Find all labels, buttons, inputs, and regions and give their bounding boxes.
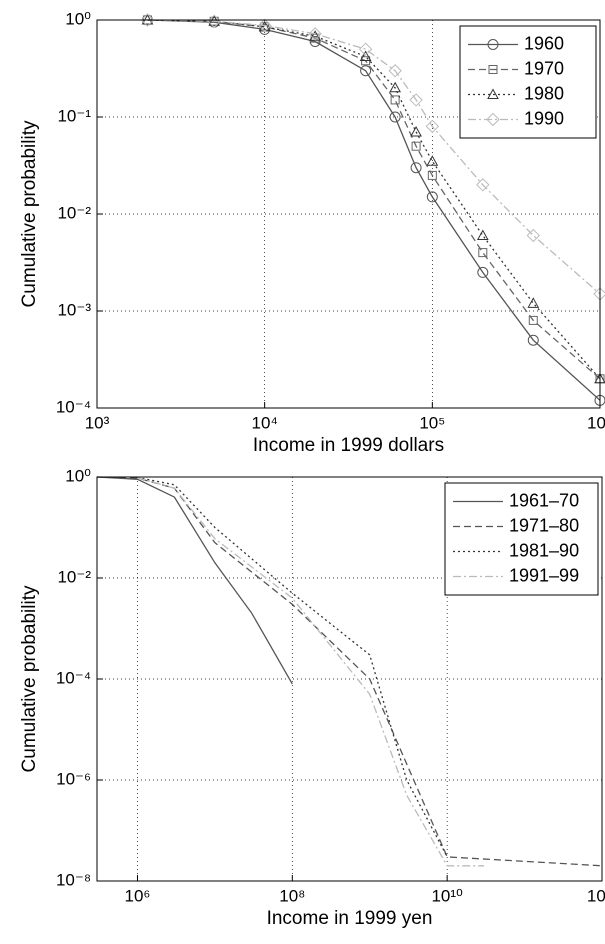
x-axis-label: Income in 1999 dollars	[253, 435, 444, 456]
marker	[477, 266, 489, 278]
legend-label: 1991–99	[509, 565, 579, 585]
x-tick-label: 10⁵	[419, 413, 445, 432]
marker	[478, 248, 488, 258]
x-tick-label: 10³	[85, 413, 110, 432]
series-line	[147, 19, 601, 295]
axes-frame	[96, 19, 601, 409]
legend-label: 1971–80	[509, 515, 579, 535]
marker	[140, 13, 155, 27]
marker	[427, 170, 437, 180]
legend-marker	[487, 88, 499, 99]
marker	[389, 111, 401, 123]
y-axis-label: Cumulative probability	[19, 585, 40, 772]
x-tick-label: 10⁶	[125, 886, 151, 905]
marker	[259, 23, 271, 35]
marker	[528, 315, 538, 325]
axes-frame	[96, 476, 603, 882]
marker	[308, 27, 322, 41]
series-line	[147, 19, 601, 401]
legend-label: 1980	[524, 83, 564, 103]
marker	[358, 42, 373, 56]
legend-label: 1961–70	[509, 490, 579, 510]
marker	[257, 18, 272, 33]
marker	[410, 162, 422, 174]
marker	[309, 36, 321, 48]
marker	[426, 155, 439, 166]
y-tick-label: 10⁻⁸	[56, 870, 91, 889]
y-tick-label: 10⁻⁴	[56, 668, 91, 687]
marker	[360, 65, 372, 77]
y-tick-label: 10⁻²	[57, 203, 91, 222]
marker	[207, 14, 221, 28]
legend-marker	[486, 112, 500, 127]
x-tick-label: 10⁴	[252, 413, 278, 432]
x-tick-label: 10¹²	[587, 886, 605, 905]
legend-marker	[488, 65, 498, 74]
marker	[476, 178, 490, 192]
marker	[527, 334, 539, 346]
marker	[476, 229, 489, 241]
y-tick-label: 10⁰	[65, 9, 91, 28]
series-line	[147, 19, 601, 380]
y-tick-label: 10⁻⁶	[56, 769, 91, 788]
marker	[410, 125, 422, 137]
y-tick-label: 10⁻³	[57, 300, 91, 319]
series-line	[96, 476, 293, 685]
legend-label: 1970	[524, 58, 564, 78]
marker	[359, 50, 372, 62]
y-tick-label: 10⁻⁴	[56, 397, 91, 416]
legend-label: 1981–90	[509, 540, 579, 560]
legend-label: 1960	[524, 33, 564, 53]
marker	[527, 297, 540, 308]
marker	[425, 119, 440, 134]
marker	[526, 228, 540, 243]
x-tick-label: 10¹⁰	[431, 886, 463, 905]
marker	[411, 141, 421, 151]
marker	[388, 64, 402, 78]
marker	[409, 93, 423, 107]
legend-marker	[487, 39, 499, 50]
series-line	[137, 477, 485, 867]
x-axis-label: Income in 1999 yen	[267, 908, 433, 929]
y-tick-label: 10⁻²	[57, 567, 91, 586]
y-tick-label: 10⁰	[65, 466, 91, 485]
marker	[390, 95, 400, 105]
y-axis-label: Cumulative probability	[19, 120, 40, 307]
marker	[426, 191, 438, 203]
y-tick-label: 10⁻¹	[57, 106, 91, 125]
x-tick-label: 10⁸	[279, 886, 305, 905]
x-tick-label: 10⁶	[587, 413, 605, 432]
marker	[389, 81, 401, 93]
legend-label: 1990	[524, 108, 564, 128]
